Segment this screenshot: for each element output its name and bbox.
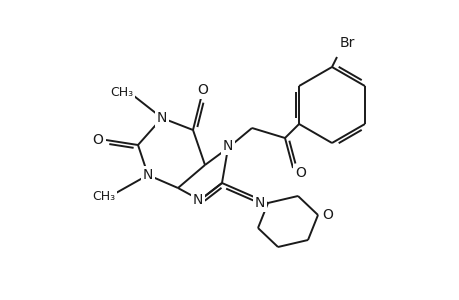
- Text: O: O: [197, 83, 208, 97]
- Text: O: O: [322, 208, 333, 222]
- Text: Br: Br: [339, 36, 354, 50]
- Text: N: N: [142, 168, 153, 182]
- Text: O: O: [92, 133, 103, 147]
- Text: CH₃: CH₃: [92, 190, 115, 203]
- Text: CH₃: CH₃: [110, 85, 133, 98]
- Text: N: N: [192, 193, 203, 207]
- Text: O: O: [295, 166, 306, 180]
- Text: N: N: [157, 111, 167, 125]
- Text: N: N: [222, 139, 233, 153]
- Text: N: N: [254, 196, 264, 210]
